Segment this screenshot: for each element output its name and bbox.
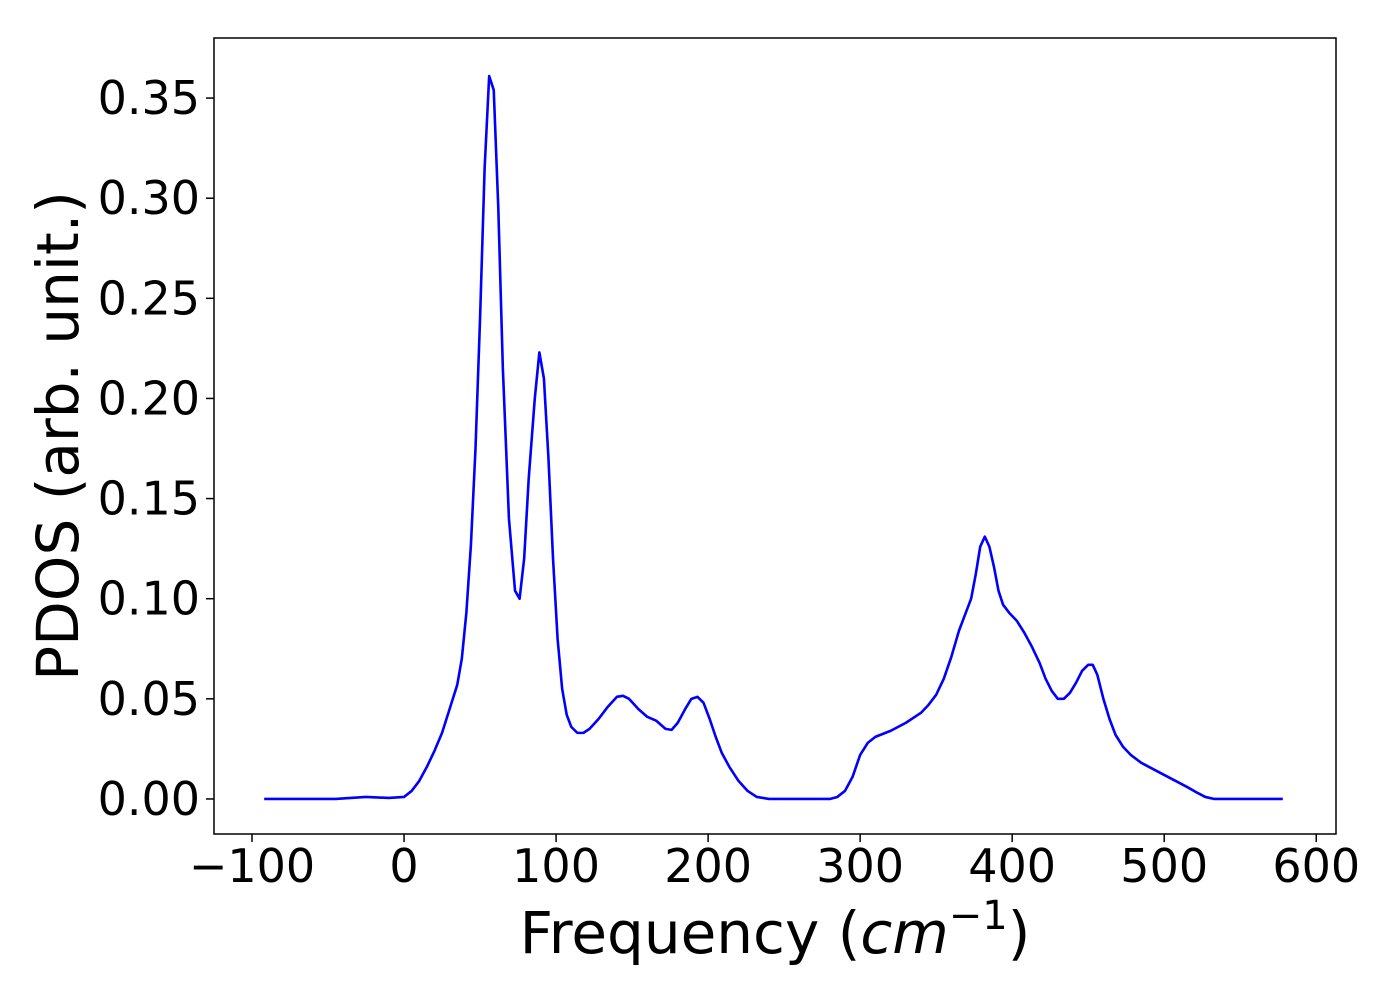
y-tick-label: 0.35 xyxy=(98,71,200,125)
y-tick-label: 0.20 xyxy=(98,371,200,425)
pdos-line xyxy=(264,74,1283,801)
x-label-close: ) xyxy=(1008,899,1031,967)
x-axis-label: Frequency (cm−1) xyxy=(520,893,1031,967)
y-tick-label: 0.00 xyxy=(98,772,200,826)
y-tick-label: 0.25 xyxy=(98,271,200,325)
plot-frame xyxy=(213,37,1337,835)
y-tick-label: 0.10 xyxy=(98,572,200,626)
x-tick-label: 400 xyxy=(968,839,1056,893)
x-tick-label: 100 xyxy=(512,839,600,893)
x-tick-label: −100 xyxy=(189,839,315,893)
x-tick-label: 500 xyxy=(1120,839,1208,893)
x-tick-label: 300 xyxy=(816,839,904,893)
x-label-text: Frequency ( xyxy=(520,899,861,967)
y-axis-label: PDOS (arb. unit.) xyxy=(24,191,92,681)
x-label-exponent: −1 xyxy=(949,893,1008,939)
x-tick-label: 600 xyxy=(1272,839,1360,893)
y-tick-label: 0.05 xyxy=(98,672,200,726)
x-label-math: cm xyxy=(860,899,948,967)
x-tick-label: 200 xyxy=(664,839,752,893)
x-tick-label: 0 xyxy=(389,839,418,893)
y-tick-label: 0.15 xyxy=(98,472,200,526)
y-tick-label: 0.30 xyxy=(98,171,200,225)
